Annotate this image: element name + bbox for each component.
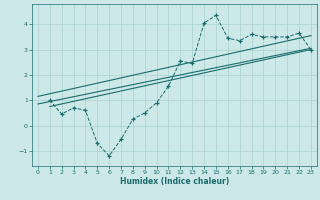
X-axis label: Humidex (Indice chaleur): Humidex (Indice chaleur) [120,177,229,186]
